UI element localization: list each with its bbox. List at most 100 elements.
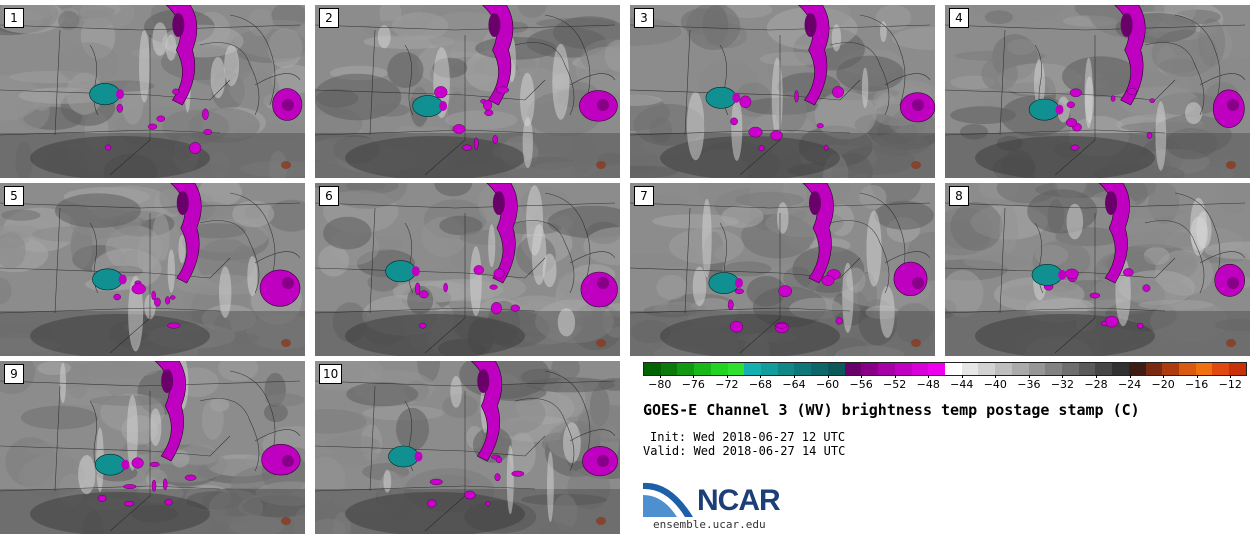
water-vapor-map: [315, 183, 620, 356]
colorbar-segment: [944, 363, 962, 375]
panel-number-label: 3: [634, 8, 654, 28]
map-panel-9: 9: [0, 361, 305, 534]
colorbar-segment: [1112, 363, 1129, 375]
water-vapor-map: [945, 183, 1250, 356]
colorbar-tick-label: −56: [849, 378, 873, 391]
colorbar-tick-label: −12: [1218, 378, 1242, 391]
colorbar-segment: [827, 363, 845, 375]
colorbar-tick-label: −24: [1117, 378, 1142, 391]
colorbar-segment: [660, 363, 678, 375]
colorbar-tick-label: −72: [715, 378, 739, 391]
panel-number-label: 7: [634, 186, 654, 206]
colorbar-tick-mark: [693, 375, 695, 378]
colorbar-tick-mark: [726, 375, 728, 378]
colorbar-segment: [811, 363, 828, 375]
colorbar-segment: [1212, 363, 1230, 375]
colorbar-tick-mark: [995, 375, 997, 378]
colorbar-tick-mark: [1096, 375, 1097, 378]
colorbar-tick-mark: [1196, 375, 1198, 378]
colorbar-ticks: −80 −76 −72 −68 −64 −60 −56 −52 −48 −44 −40 −36 −32−…: [643, 375, 1247, 394]
water-vapor-map: [315, 5, 620, 178]
colorbar-segment: [677, 363, 695, 375]
colorbar-segment: [1061, 363, 1079, 375]
colorbar-segment: [1095, 363, 1113, 375]
colorbar-segment: [777, 363, 795, 375]
colorbar-segment: [961, 363, 979, 375]
colorbar-tick-label: −48: [916, 378, 940, 391]
colorbar-tick-label: −68: [748, 378, 773, 391]
colorbar-tick-mark: [1062, 375, 1064, 378]
colorbar-tick-mark: [861, 375, 863, 378]
colorbar-tick-mark: [760, 375, 762, 378]
colorbar-segment: [710, 363, 728, 375]
colorbar-segment: [995, 363, 1012, 375]
colorbar-segment: [727, 363, 745, 375]
colorbar-tick-mark: [827, 375, 829, 378]
colorbar-tick-label: −40: [983, 378, 1007, 391]
panel-number-label: 10: [319, 364, 343, 384]
colorbar-tick-label: −44: [950, 378, 974, 391]
colorbar-segment: [1078, 363, 1096, 375]
water-vapor-map: [0, 361, 305, 534]
colorbar-segment: [694, 363, 711, 375]
ncar-logo-icon: [643, 482, 693, 517]
water-vapor-map: [630, 5, 935, 178]
panel-number-label: 1: [4, 8, 24, 28]
water-vapor-map: [0, 5, 305, 178]
map-panel-4: 4: [945, 5, 1250, 178]
colorbar-segment: [1145, 363, 1163, 375]
panel-number-label: 5: [4, 186, 24, 206]
panel-number-label: 6: [319, 186, 339, 206]
colorbar-segment: [1028, 363, 1046, 375]
map-panel-10: 10: [315, 361, 620, 534]
colorbar-tick-label: −52: [883, 378, 907, 391]
water-vapor-map: [945, 5, 1250, 178]
colorbar-tick-label: −16: [1185, 378, 1209, 391]
map-panel-5: 5: [0, 183, 305, 356]
colorbar-tick-mark: [1028, 375, 1030, 378]
colorbar-tick-mark: [659, 375, 661, 378]
init-time: Init: Wed 2018-06-27 12 UTC: [650, 430, 846, 444]
colorbar-segment: [761, 363, 778, 375]
colorbar-segment: [878, 363, 895, 375]
colorbar-segment: [861, 363, 879, 375]
colorbar-tick-mark: [961, 375, 963, 378]
colorbar-tick-mark: [794, 375, 795, 378]
colorbar-segment: [1195, 363, 1213, 375]
figure-title: GOES-E Channel 3 (WV) brightness temp po…: [643, 401, 1140, 419]
colorbar-segment: [1229, 363, 1246, 375]
colorbar-tick-label: −36: [1017, 378, 1041, 391]
colorbar-segment: [644, 363, 661, 375]
colorbar-segment: [744, 363, 762, 375]
site-url: ensemble.ucar.edu: [653, 518, 766, 531]
map-panel-8: 8: [945, 183, 1250, 356]
water-vapor-map: [315, 361, 620, 534]
colorbar-tick-mark: [928, 375, 930, 378]
panel-number-label: 4: [949, 8, 969, 28]
colorbar-tick-label: −28: [1084, 378, 1108, 391]
colorbar-tick-label: −76: [681, 378, 705, 391]
colorbar: [643, 362, 1247, 376]
water-vapor-map: [630, 183, 935, 356]
ncar-logo-text: NCAR: [697, 484, 781, 517]
colorbar-segment: [911, 363, 929, 375]
colorbar-tick-mark: [1230, 375, 1232, 378]
colorbar-tick-label: −32: [1050, 378, 1075, 391]
map-panel-2: 2: [315, 5, 620, 178]
colorbar-tick-label: −20: [1151, 378, 1175, 391]
colorbar-segment: [1011, 363, 1029, 375]
map-panel-1: 1: [0, 5, 305, 178]
colorbar-segment: [894, 363, 912, 375]
colorbar-segment: [978, 363, 996, 375]
panel-number-label: 2: [319, 8, 339, 28]
colorbar-segment: [928, 363, 945, 375]
colorbar-segment: [1128, 363, 1146, 375]
map-panel-7: 7: [630, 183, 935, 356]
colorbar-segment: [1162, 363, 1179, 375]
valid-time: Valid: Wed 2018-06-27 14 UTC: [643, 444, 846, 458]
colorbar-tick-mark: [1163, 375, 1165, 378]
colorbar-segment: [794, 363, 812, 375]
colorbar-segment: [1179, 363, 1196, 375]
map-panel-6: 6: [315, 183, 620, 356]
colorbar-tick-label: −80: [648, 378, 672, 391]
